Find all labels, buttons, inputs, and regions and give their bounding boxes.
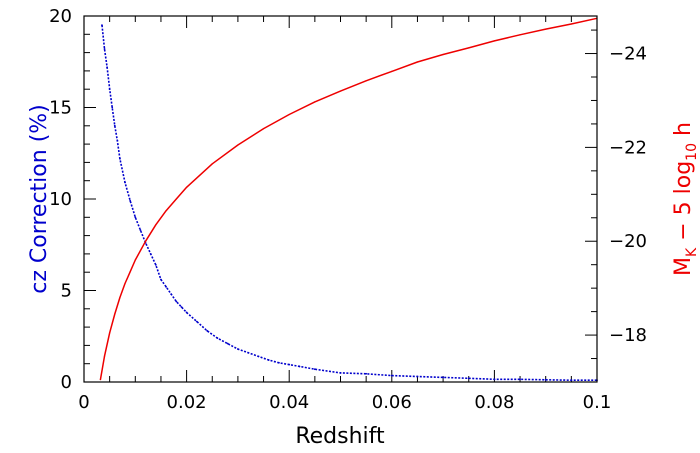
magnitude-point [442,53,444,56]
x-tick-label: 0.1 [583,392,612,413]
plot-background [84,16,597,382]
correction-point [124,181,126,184]
correction-point [185,311,188,314]
y-right-tick-label: −24 [609,44,647,65]
y-left-tick-label: 5 [61,281,72,302]
magnitude-point [468,47,470,49]
correction-point [313,368,316,371]
magnitude-point [155,224,157,226]
correction-point [106,66,108,69]
magnitude-point [186,186,188,188]
correction-point [467,377,470,380]
x-tick-label: 0.02 [167,392,207,413]
magnitude-point [262,128,265,130]
correction-point [544,378,547,381]
x-axis-label: Redshift [295,424,385,449]
magnitude-point [519,34,521,36]
correction-point [180,306,183,308]
magnitude-point [134,259,136,261]
correction-point [175,300,178,303]
x-tick-label: 0.04 [269,392,309,413]
magnitude-point [129,271,131,273]
correction-point [267,359,270,361]
correction-point [108,88,111,91]
correction-point [247,351,250,354]
magnitude-point [144,240,147,242]
magnitude-point [365,80,367,82]
magnitude-point [545,28,547,30]
y-right-tick-label: −18 [609,325,647,346]
correction-point [195,320,198,323]
correction-point [416,375,419,378]
magnitude-point [165,210,167,212]
x-tick-label: 0.08 [474,392,514,413]
correction-point [165,285,167,288]
correction-point [442,376,444,379]
magnitude-point [237,144,239,146]
y-left-tick-label: 20 [49,6,72,27]
magnitude-point [314,101,316,103]
correction-point [134,216,137,219]
correction-point [101,24,103,27]
correction-point [278,361,280,364]
correction-point [119,157,121,160]
y-left-tick-label: 10 [49,189,72,210]
correction-line [101,25,597,382]
axis-tick-labels: 0 0.02 0.04 0.06 0.08 0.1 0 5 10 15 20 −18 −20 −22 −24 [49,6,647,413]
magnitude-point [339,90,342,92]
magnitude-point [391,70,393,72]
x-tick-label: 0 [78,392,89,413]
magnitude-point [114,313,116,315]
plot-frame [83,15,598,383]
correction-point [113,124,116,127]
correction-point [116,139,119,142]
y-right-tick-label: −20 [609,231,647,252]
magnitude-point [119,296,121,299]
magnitude-point [493,40,495,42]
correction-point [139,229,142,232]
y-left-tick-label: 0 [61,372,72,393]
correction-point [226,342,229,345]
magnitude-point [109,332,111,334]
correction-point [149,253,152,255]
correction-point [237,348,239,350]
x-tick-label: 0.06 [372,392,412,413]
correction-point [160,278,162,281]
correction-point [206,329,209,332]
correction-point [493,378,496,381]
correction-point [154,263,157,266]
y-left-tick-label: 15 [49,98,72,119]
correction-point [170,293,173,296]
correction-point [298,365,301,368]
correction-point [257,355,260,358]
magnitude-point [570,23,572,25]
correction-point [519,378,521,381]
correction-point [390,374,393,377]
magnitude-point [175,198,177,200]
correction-point [365,372,368,375]
magnitude-point [124,282,126,285]
magnitude-point [103,355,106,357]
y-right-tick-label: −22 [609,137,647,158]
magnitude-point [288,113,290,116]
correction-point [570,379,573,382]
magnitude-point [416,61,419,63]
correction-series [101,24,598,382]
magnitude-point [99,379,102,381]
correction-point [103,48,106,50]
correction-point [129,199,132,202]
correction-point [216,337,219,339]
correction-point [288,363,291,366]
y-axis-left-label: cz Correction (%) [27,104,52,294]
magnitude-point [211,163,213,165]
correction-point [339,371,342,374]
correction-point [111,106,114,109]
y-axis-right-label: MK − 5 log10 h [671,122,700,276]
